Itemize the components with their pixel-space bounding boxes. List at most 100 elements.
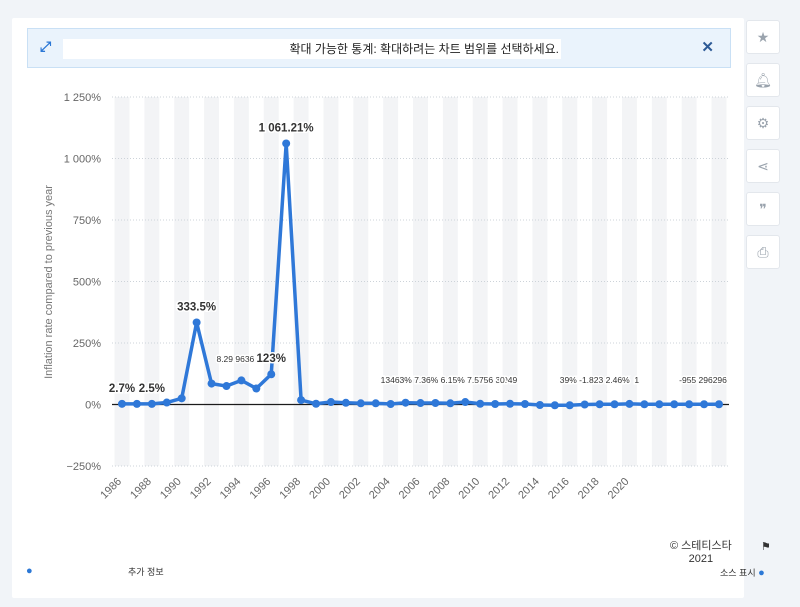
data-point — [132, 399, 141, 408]
small-data-label: 13463% 7.36% 6.15% 7.5756 3-049 — [381, 375, 518, 385]
data-point — [595, 400, 604, 409]
show-source-link[interactable]: 소스 표시 ● — [720, 566, 765, 579]
x-tick-label: 2006 — [397, 476, 423, 502]
data-label: 2.5% — [139, 383, 165, 395]
data-point — [282, 139, 291, 148]
x-tick-label: 2014 — [516, 476, 542, 502]
x-tick-label: 2020 — [606, 476, 632, 502]
band — [592, 97, 608, 466]
flag-icon[interactable]: ⚑ — [761, 541, 771, 553]
band — [502, 97, 518, 466]
band — [442, 97, 458, 466]
source-info-icon: ● — [758, 567, 765, 579]
x-tick-label: 1990 — [158, 476, 184, 502]
band — [353, 97, 369, 466]
band — [562, 97, 578, 466]
data-point — [267, 370, 276, 379]
data-point — [610, 400, 619, 409]
tool-sidebar: ★ 🔔︎ ⚙ ⋖ ❞ ⎙ — [746, 20, 780, 278]
x-tick-label: 2012 — [486, 476, 512, 502]
data-point — [207, 379, 216, 388]
x-tick-label: 2010 — [457, 476, 483, 502]
expand-arrows-icon[interactable]: ⤢ — [40, 38, 52, 54]
band — [383, 97, 399, 466]
data-point — [237, 376, 246, 385]
data-label: 1 061.21% — [259, 122, 314, 134]
data-point — [222, 382, 231, 391]
x-tick-label: 2008 — [427, 476, 453, 502]
data-point — [252, 384, 261, 393]
band — [621, 97, 637, 466]
data-point — [520, 400, 529, 409]
data-point — [535, 400, 544, 409]
data-point — [565, 401, 574, 410]
x-tick-label: 2004 — [367, 476, 393, 502]
data-point — [147, 399, 156, 408]
x-tick-label: 1998 — [277, 476, 303, 502]
x-tick-label: 2002 — [337, 476, 363, 502]
data-point — [700, 400, 709, 409]
zoom-message: 확대 가능한 통계: 확대하려는 차트 범위를 선택하세요. — [63, 39, 561, 59]
x-tick-label: 2016 — [546, 476, 572, 502]
y-tick-label: 1 250% — [64, 92, 102, 104]
y-tick-label: −250% — [66, 461, 101, 473]
x-tick-label: 1996 — [248, 476, 274, 502]
gear-icon[interactable]: ⚙ — [746, 106, 780, 140]
star-icon[interactable]: ★ — [746, 20, 780, 54]
y-tick-label: 500% — [73, 277, 101, 289]
small-data-label: 39% -1.823 2.46% — [560, 375, 630, 385]
band — [472, 97, 488, 466]
data-point — [476, 399, 485, 408]
x-tick-label: 2000 — [307, 476, 333, 502]
band — [681, 97, 697, 466]
data-point — [416, 399, 425, 408]
data-point — [670, 400, 679, 409]
data-point — [326, 398, 335, 407]
bell-icon[interactable]: 🔔︎ — [746, 63, 780, 97]
print-icon[interactable]: ⎙ — [746, 235, 780, 269]
band — [323, 97, 339, 466]
data-point — [625, 399, 634, 408]
data-label: 2.7% — [109, 383, 135, 395]
data-point — [550, 401, 559, 410]
data-point — [118, 399, 126, 408]
quote-icon[interactable]: ❞ — [746, 192, 780, 226]
zoom-banner: ⤢ 확대 가능한 통계: 확대하려는 차트 범위를 선택하세요. ✕ — [27, 28, 731, 68]
y-tick-label: 250% — [73, 338, 101, 350]
data-point — [685, 400, 694, 409]
y-tick-label: 1 000% — [64, 154, 102, 166]
data-point — [715, 400, 723, 409]
data-label: 333.5% — [177, 301, 216, 313]
source-label: 소스 표시 — [720, 568, 756, 578]
x-tick-label: 1992 — [188, 476, 214, 502]
data-point — [297, 396, 306, 405]
more-info-link[interactable]: 추가 정보 — [128, 567, 164, 577]
data-label: 123% — [257, 353, 286, 365]
data-point — [506, 399, 515, 408]
x-tick-label: 2018 — [576, 476, 602, 502]
credit-line-2: 2021 — [688, 553, 714, 565]
copyright-credit: © 스테티스타 2021 — [670, 540, 732, 566]
data-point — [371, 399, 380, 408]
small-data-label: 8.29 9636 — [216, 354, 254, 364]
data-point — [491, 400, 500, 409]
data-point — [446, 399, 455, 408]
x-tick-label: 1994 — [218, 476, 244, 502]
data-point — [177, 394, 186, 403]
y-tick-label: 0% — [85, 400, 101, 412]
data-point — [192, 318, 201, 327]
x-tick-label: 1988 — [128, 476, 154, 502]
close-icon[interactable]: ✕ — [701, 39, 714, 56]
data-point — [580, 400, 589, 409]
y-axis-label: Inflation rate compared to previous year — [43, 185, 55, 379]
data-point — [640, 400, 649, 409]
credit-line-1: © 스테티스타 — [670, 540, 732, 552]
info-icon[interactable]: ● — [26, 565, 33, 577]
data-point — [356, 399, 365, 408]
band — [532, 97, 548, 466]
band — [413, 97, 428, 466]
share-icon[interactable]: ⋖ — [746, 149, 780, 183]
small-data-label: 0. — [500, 375, 507, 385]
band — [651, 97, 667, 466]
